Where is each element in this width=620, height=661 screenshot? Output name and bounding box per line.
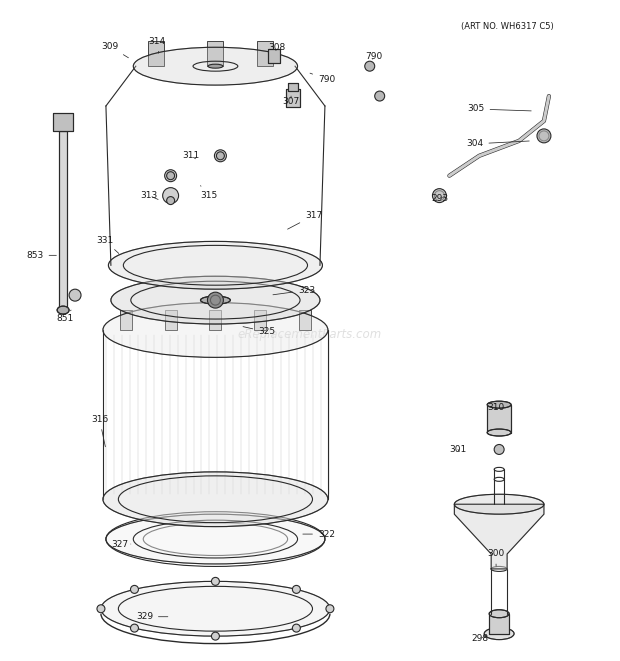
Circle shape — [97, 605, 105, 613]
Circle shape — [293, 624, 300, 632]
Bar — [288, 83, 298, 91]
Bar — [286, 89, 300, 107]
Text: 307: 307 — [282, 96, 299, 106]
Ellipse shape — [487, 429, 511, 436]
Ellipse shape — [108, 241, 322, 289]
Text: 331: 331 — [96, 236, 119, 253]
Circle shape — [167, 196, 175, 204]
Bar — [268, 50, 280, 63]
Polygon shape — [454, 504, 544, 569]
Bar — [257, 41, 273, 66]
Ellipse shape — [101, 582, 330, 636]
Circle shape — [69, 289, 81, 301]
Text: 325: 325 — [243, 327, 275, 336]
Text: 301: 301 — [450, 445, 467, 454]
Text: 293: 293 — [432, 194, 449, 203]
Text: 311: 311 — [182, 151, 200, 160]
Ellipse shape — [454, 494, 544, 514]
Text: 298: 298 — [471, 634, 489, 643]
Bar — [286, 89, 300, 107]
Bar — [254, 310, 266, 330]
Text: 317: 317 — [288, 211, 322, 229]
Text: 305: 305 — [467, 104, 531, 114]
Text: (ART NO. WH6317 C5): (ART NO. WH6317 C5) — [461, 22, 554, 31]
Bar — [210, 310, 221, 330]
Bar — [489, 613, 509, 634]
Ellipse shape — [57, 306, 69, 314]
Circle shape — [162, 188, 179, 204]
Bar — [120, 310, 132, 330]
Ellipse shape — [484, 628, 514, 640]
Circle shape — [130, 586, 138, 594]
Ellipse shape — [200, 296, 231, 304]
Ellipse shape — [208, 64, 223, 68]
Text: 790: 790 — [310, 73, 335, 84]
Text: 327: 327 — [111, 539, 131, 549]
Ellipse shape — [111, 276, 320, 324]
Circle shape — [494, 444, 504, 455]
Bar — [148, 41, 164, 66]
Bar — [53, 113, 73, 131]
Bar — [288, 83, 298, 91]
Circle shape — [167, 172, 175, 180]
Text: 310: 310 — [487, 403, 505, 412]
Bar — [487, 405, 511, 432]
Text: 322: 322 — [303, 529, 335, 539]
Circle shape — [211, 632, 219, 640]
Bar — [59, 131, 67, 310]
Text: 300: 300 — [487, 549, 505, 566]
Bar — [208, 41, 223, 66]
Text: 329: 329 — [136, 612, 168, 621]
Text: 308: 308 — [268, 43, 285, 52]
Text: 309: 309 — [101, 42, 128, 58]
Ellipse shape — [106, 514, 325, 564]
Circle shape — [208, 292, 223, 308]
Text: 313: 313 — [141, 191, 158, 200]
Ellipse shape — [489, 609, 509, 618]
Ellipse shape — [103, 472, 328, 527]
Text: 316: 316 — [91, 415, 108, 447]
Bar — [165, 310, 177, 330]
Bar — [53, 113, 73, 131]
Circle shape — [432, 188, 446, 202]
Circle shape — [537, 129, 551, 143]
Circle shape — [374, 91, 384, 101]
Circle shape — [215, 150, 226, 162]
Text: 853: 853 — [26, 251, 56, 260]
Circle shape — [293, 586, 300, 594]
Text: 314: 314 — [149, 37, 166, 54]
Circle shape — [130, 624, 138, 632]
Text: 851: 851 — [56, 310, 73, 323]
Circle shape — [365, 61, 374, 71]
Text: 323: 323 — [273, 286, 315, 295]
Text: 304: 304 — [466, 139, 529, 148]
Text: 790: 790 — [365, 52, 382, 61]
Ellipse shape — [133, 48, 298, 85]
Bar — [487, 405, 511, 432]
Ellipse shape — [487, 401, 511, 408]
Bar — [59, 131, 67, 310]
Bar — [489, 613, 509, 634]
Ellipse shape — [103, 303, 328, 358]
Text: eReplacementParts.com: eReplacementParts.com — [238, 329, 382, 342]
Text: 315: 315 — [200, 186, 218, 200]
Circle shape — [326, 605, 334, 613]
Bar — [299, 310, 311, 330]
Circle shape — [165, 170, 177, 182]
Circle shape — [211, 578, 219, 586]
Bar — [268, 50, 280, 63]
Circle shape — [216, 152, 224, 160]
